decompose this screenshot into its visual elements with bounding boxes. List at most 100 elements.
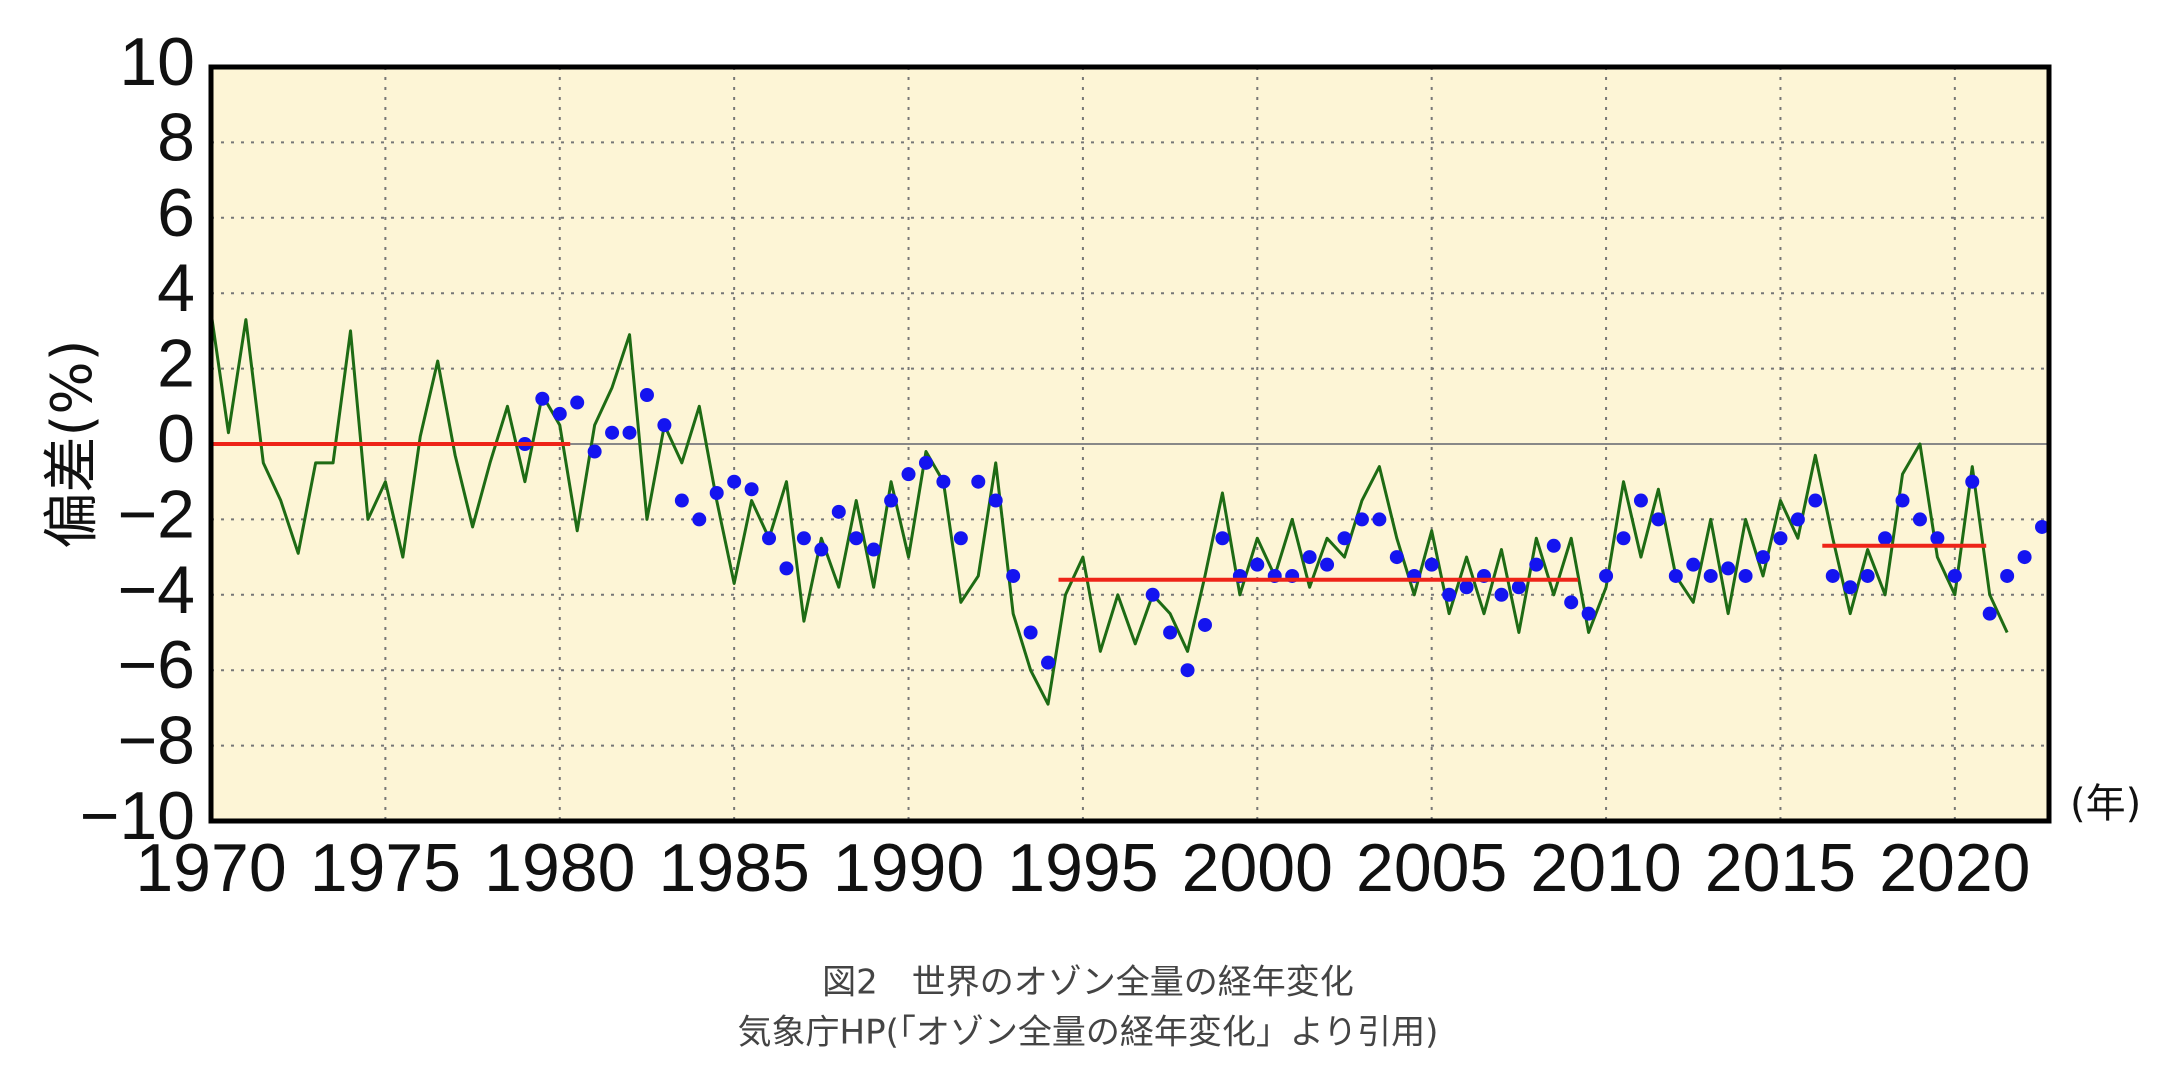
data-point [1215, 531, 1230, 546]
data-point [622, 425, 637, 440]
y-tick-label: 2 [157, 326, 195, 402]
data-point [570, 395, 585, 410]
data-point [1546, 538, 1561, 553]
x-tick-label: 1980 [484, 830, 635, 906]
data-point [1773, 531, 1788, 546]
data-point [1145, 587, 1160, 602]
data-point [1337, 531, 1352, 546]
data-point [1581, 606, 1596, 621]
data-point [1703, 568, 1718, 583]
data-point [1372, 512, 1387, 527]
data-point [953, 531, 968, 546]
data-point [2035, 519, 2050, 534]
data-point [1947, 568, 1962, 583]
x-tick-label: 2010 [1530, 830, 1681, 906]
data-point [1389, 550, 1404, 565]
data-point [1668, 568, 1683, 583]
data-point [814, 542, 829, 557]
y-tick-label: −8 [117, 703, 195, 779]
data-point [1721, 561, 1736, 576]
data-point [1808, 493, 1823, 508]
data-point [1599, 568, 1614, 583]
data-point [1302, 550, 1317, 565]
data-point [1354, 512, 1369, 527]
y-tick-label: 4 [157, 250, 195, 326]
data-point [639, 387, 654, 402]
data-point [1197, 617, 1212, 632]
data-point [849, 531, 864, 546]
data-point [2017, 550, 2032, 565]
data-point [1006, 568, 1021, 583]
data-point [744, 482, 759, 497]
x-tick-label: 1975 [310, 830, 461, 906]
data-point [1930, 531, 1945, 546]
data-point [1843, 580, 1858, 595]
caption: 気象庁HP(「オゾン全量の経年変化」より引用) [738, 1013, 1439, 1053]
data-point [1529, 557, 1544, 572]
data-point [1459, 580, 1474, 595]
data-point [936, 474, 951, 489]
data-point [1738, 568, 1753, 583]
data-point [1320, 557, 1335, 572]
data-point [1912, 512, 1927, 527]
data-point [1982, 606, 1997, 621]
y-tick-label: −4 [117, 552, 195, 628]
data-point [918, 455, 933, 470]
data-point [1564, 595, 1579, 610]
y-tick-label: −10 [80, 778, 195, 854]
data-point [1790, 512, 1805, 527]
x-tick-label: 1970 [135, 830, 286, 906]
y-tick-label: 10 [119, 24, 195, 100]
data-point [901, 467, 916, 482]
x-unit-label: (年) [2070, 781, 2141, 827]
y-tick-label: −6 [117, 627, 195, 703]
x-tick-label: 1995 [1007, 830, 1158, 906]
data-point [1180, 663, 1195, 678]
y-axis-label: 偏差(%) [40, 340, 105, 549]
data-point [1860, 568, 1875, 583]
data-point [1756, 550, 1771, 565]
data-point [657, 418, 672, 433]
x-tick-label: 2005 [1356, 830, 1507, 906]
data-point [779, 561, 794, 576]
y-tick-label: 6 [157, 175, 195, 251]
data-point [1041, 655, 1056, 670]
data-point [1442, 587, 1457, 602]
y-tick-label: 8 [157, 99, 195, 175]
data-point [1424, 557, 1439, 572]
data-point [1965, 474, 1980, 489]
data-point [1651, 512, 1666, 527]
data-point [692, 512, 707, 527]
data-point [971, 474, 986, 489]
data-point [552, 406, 567, 421]
data-point [1825, 568, 1840, 583]
data-point [674, 493, 689, 508]
y-tick-label: 0 [157, 401, 195, 477]
data-point [762, 531, 777, 546]
data-line [209, 311, 2009, 706]
plot-frame [208, 64, 2052, 824]
x-tick-label: 2020 [1879, 830, 2030, 906]
data-point [2000, 568, 2015, 583]
data-point [1023, 625, 1038, 640]
data-point [1511, 580, 1526, 595]
data-point [1616, 531, 1631, 546]
data-point [866, 542, 881, 557]
x-tick-label: 1990 [833, 830, 984, 906]
data-point [796, 531, 811, 546]
caption: 図2 世界のオゾン全量の経年変化 [822, 963, 1354, 1003]
data-point [988, 493, 1003, 508]
y-tick-label: −2 [117, 476, 195, 552]
data-point [1895, 493, 1910, 508]
data-point [1633, 493, 1648, 508]
data-point [587, 444, 602, 459]
data-point [1494, 587, 1509, 602]
data-point [709, 486, 724, 501]
x-tick-label: 2000 [1182, 830, 1333, 906]
data-point [535, 391, 550, 406]
x-tick-label: 1985 [659, 830, 810, 906]
data-point [831, 504, 846, 519]
data-point [1686, 557, 1701, 572]
data-point [1163, 625, 1178, 640]
